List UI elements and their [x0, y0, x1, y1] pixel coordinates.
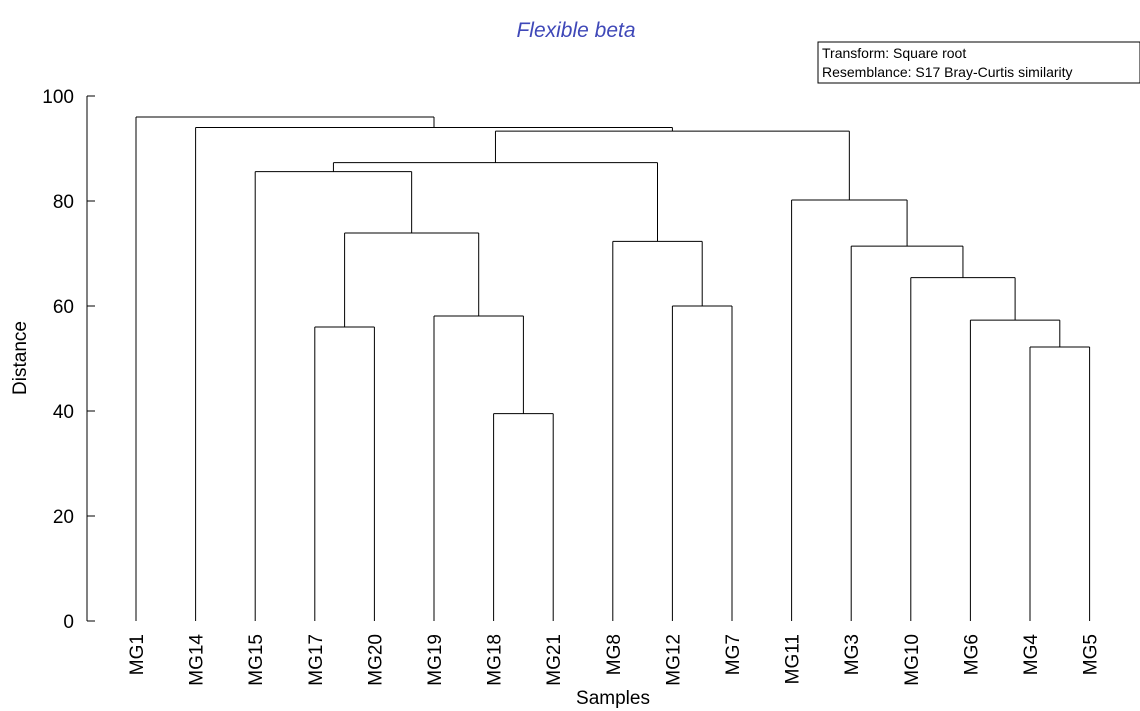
leaf-label: MG21 — [544, 634, 565, 686]
leaf-label: MG14 — [187, 634, 208, 686]
leaf-label: MG18 — [485, 634, 506, 686]
leaf-label: MG17 — [306, 634, 327, 686]
y-tick-label: 0 — [63, 612, 74, 633]
y-tick-label: 60 — [53, 297, 74, 318]
y-tick-label: 80 — [53, 192, 74, 213]
leaf-label: MG8 — [604, 634, 625, 675]
dendrogram-tree — [135, 116, 1091, 621]
transform-note: Transform: Square root — [822, 45, 966, 61]
leaf-label: MG11 — [783, 634, 804, 684]
x-axis-label: Samples — [576, 688, 650, 709]
resemblance-note: Transform: Square root Resemblance: S17 … — [817, 41, 1140, 84]
y-axis: 0 20 40 60 80 100 — [42, 87, 95, 633]
leaf-labels: MG1 MG14 MG15 MG17 MG20 MG19 MG18 MG21 MG8 MG12 MG… — [127, 634, 1102, 686]
leaf-label: MG5 — [1081, 634, 1102, 675]
y-tick-label: 40 — [53, 402, 74, 423]
y-tick-label: 100 — [42, 87, 74, 108]
y-axis-label: Distance — [10, 321, 31, 395]
leaf-label: MG1 — [127, 634, 148, 675]
leaf-label: MG7 — [723, 634, 744, 675]
leaf-label: MG19 — [425, 634, 446, 686]
leaf-label: MG12 — [663, 634, 684, 686]
leaf-label: MG20 — [365, 634, 386, 686]
leaf-label: MG6 — [961, 634, 982, 675]
resemblance-note-text: Resemblance: S17 Bray-Curtis similarity — [822, 64, 1073, 80]
resemblance-note-box — [817, 41, 1140, 84]
leaf-label: MG10 — [902, 634, 923, 686]
chart-title: Flexible beta — [516, 19, 635, 42]
leaf-label: MG3 — [842, 634, 863, 675]
leaf-label: MG15 — [246, 634, 267, 686]
y-tick-label: 20 — [53, 507, 74, 528]
leaf-label: MG4 — [1021, 634, 1042, 676]
